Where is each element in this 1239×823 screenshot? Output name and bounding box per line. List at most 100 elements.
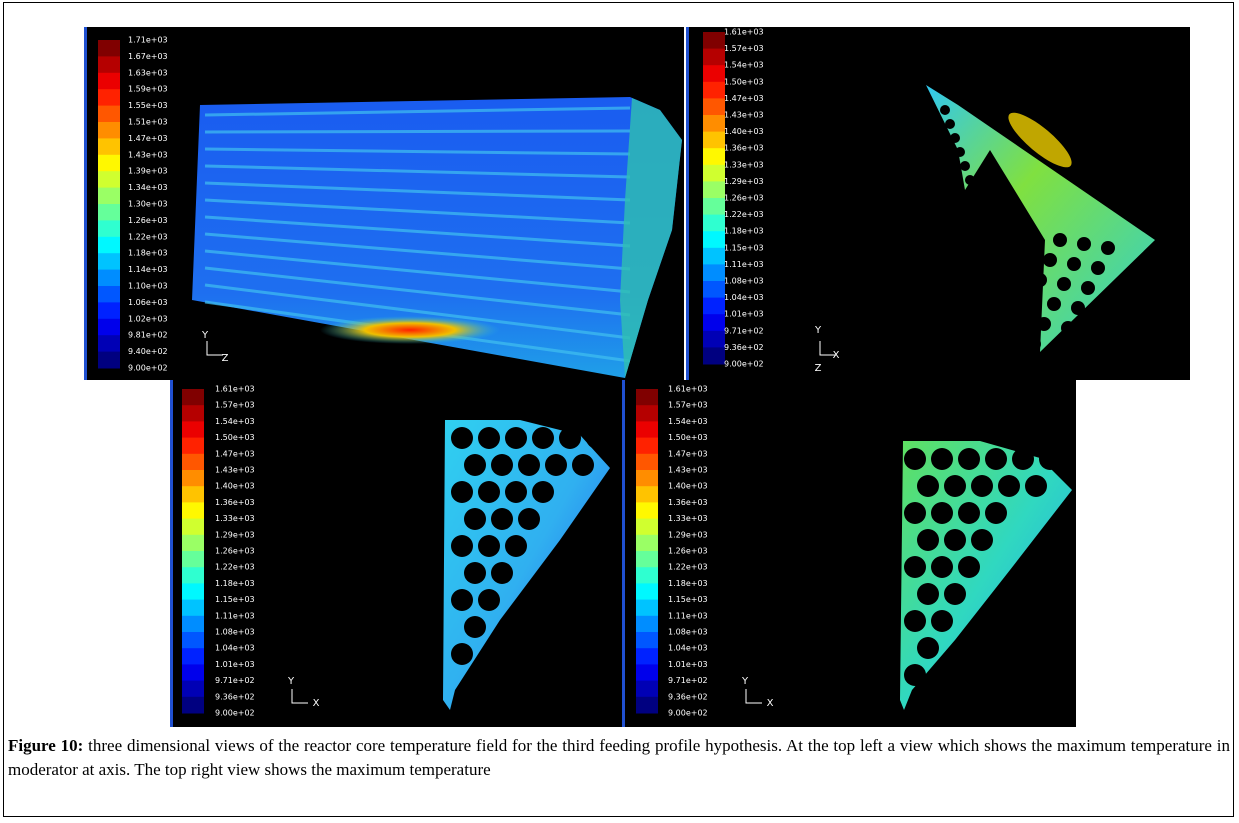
colorbar-label: 1.40e+03	[668, 482, 708, 491]
colorbar-label: 1.01e+03	[724, 310, 764, 319]
stripe	[204, 106, 631, 117]
hole	[958, 448, 980, 470]
colorbar-label: 1.47e+03	[215, 449, 255, 458]
colorbar-swatch	[636, 680, 658, 698]
hole	[572, 454, 594, 476]
colorbar-swatch	[182, 583, 204, 601]
colorbar-swatch	[182, 518, 204, 536]
window-edge	[84, 27, 87, 380]
colorbar-swatch	[636, 551, 658, 568]
axis-label: Y	[201, 330, 209, 341]
colorbar-label: 1.57e+03	[724, 44, 764, 53]
colorbar-swatch	[636, 518, 658, 536]
colorbar-label: 1.50e+03	[724, 77, 764, 86]
axis-triad	[206, 341, 223, 356]
colorbar-label: 1.47e+03	[128, 134, 168, 143]
hole	[944, 583, 966, 605]
hole	[904, 556, 926, 578]
colorbar-swatch	[98, 335, 120, 353]
colorbar-swatch	[98, 154, 120, 172]
hole	[931, 502, 953, 524]
colorbar-swatch	[182, 437, 204, 455]
colorbar-label: 1.36e+03	[215, 498, 255, 507]
colorbar-label: 1.11e+03	[215, 611, 255, 620]
colorbar-swatch	[636, 567, 658, 584]
colorbar-swatch	[636, 470, 658, 487]
colorbar-swatch	[98, 138, 120, 156]
colorbar-swatch	[636, 421, 658, 439]
colorbar-swatch	[182, 664, 204, 682]
colorbar-swatch	[98, 105, 120, 123]
hole	[917, 583, 939, 605]
colorbar-swatch	[182, 389, 204, 406]
colorbar-label: 1.30e+03	[128, 200, 168, 209]
colorbar-swatch	[703, 297, 725, 315]
colorbar-label: 1.54e+03	[215, 417, 255, 426]
colorbar-swatch	[98, 40, 120, 57]
colorbar-label: 9.40e+02	[128, 347, 168, 356]
colorbar-label: 1.22e+03	[128, 232, 168, 241]
hole	[917, 529, 939, 551]
hole	[945, 119, 955, 129]
hole	[559, 427, 581, 449]
hole	[451, 535, 473, 557]
hole	[985, 502, 1007, 524]
hole	[958, 556, 980, 578]
hole	[1033, 273, 1047, 287]
hot-spot	[320, 316, 500, 344]
colorbar-swatch	[636, 696, 658, 714]
colorbar-label: 1.01e+03	[668, 660, 708, 669]
colorbar-swatch	[182, 534, 204, 552]
colorbar-swatch	[98, 204, 120, 221]
hole	[491, 508, 513, 530]
hole	[491, 454, 513, 476]
stripe	[204, 164, 631, 179]
colorbar-swatch	[703, 281, 725, 299]
colorbar-swatch	[182, 470, 204, 487]
colorbar-swatch	[703, 264, 725, 282]
colorbar-label: 1.61e+03	[215, 385, 255, 394]
colorbar-label: 1.18e+03	[128, 249, 168, 258]
hole	[478, 427, 500, 449]
core-plate-view	[926, 85, 1155, 352]
axis-label: Y	[287, 676, 295, 687]
colorbar-swatch	[636, 664, 658, 682]
hole	[1061, 321, 1075, 335]
colorbar-swatch	[703, 247, 725, 265]
colorbar-label: 1.26e+03	[724, 194, 764, 203]
hole	[958, 502, 980, 524]
colorbar-label: 1.47e+03	[724, 94, 764, 103]
figure-frame	[3, 2, 1234, 817]
colorbar-swatch	[98, 253, 120, 271]
colorbar-label: 1.15e+03	[215, 595, 255, 604]
stripe	[204, 249, 631, 294]
hole	[505, 535, 527, 557]
hole	[532, 481, 554, 503]
hole	[478, 481, 500, 503]
hole	[464, 508, 486, 530]
colorbar-label: 1.08e+03	[668, 628, 708, 637]
colorbar-label: 1.43e+03	[724, 111, 764, 120]
hole	[1057, 277, 1071, 291]
colorbar-swatch	[703, 330, 725, 348]
hole	[505, 481, 527, 503]
axis-label: Z	[222, 353, 229, 364]
colorbar-label: 1.11e+03	[724, 260, 764, 269]
colorbar-swatch	[703, 347, 725, 365]
colorbar-swatch	[636, 453, 658, 471]
core-end-face	[620, 98, 682, 378]
channel-holes	[451, 105, 1115, 686]
hole	[1003, 333, 1017, 347]
colorbar-swatch	[636, 599, 658, 617]
colorbar-label: 1.43e+03	[668, 466, 708, 475]
hole	[491, 562, 513, 584]
hole	[955, 147, 965, 157]
colorbar-swatch	[703, 198, 725, 216]
hole	[464, 616, 486, 638]
hole	[1025, 475, 1047, 497]
colorbar-swatch	[703, 48, 725, 66]
colorbar-swatch	[98, 351, 120, 369]
hole	[971, 529, 993, 551]
colorbar-swatch	[636, 486, 658, 503]
